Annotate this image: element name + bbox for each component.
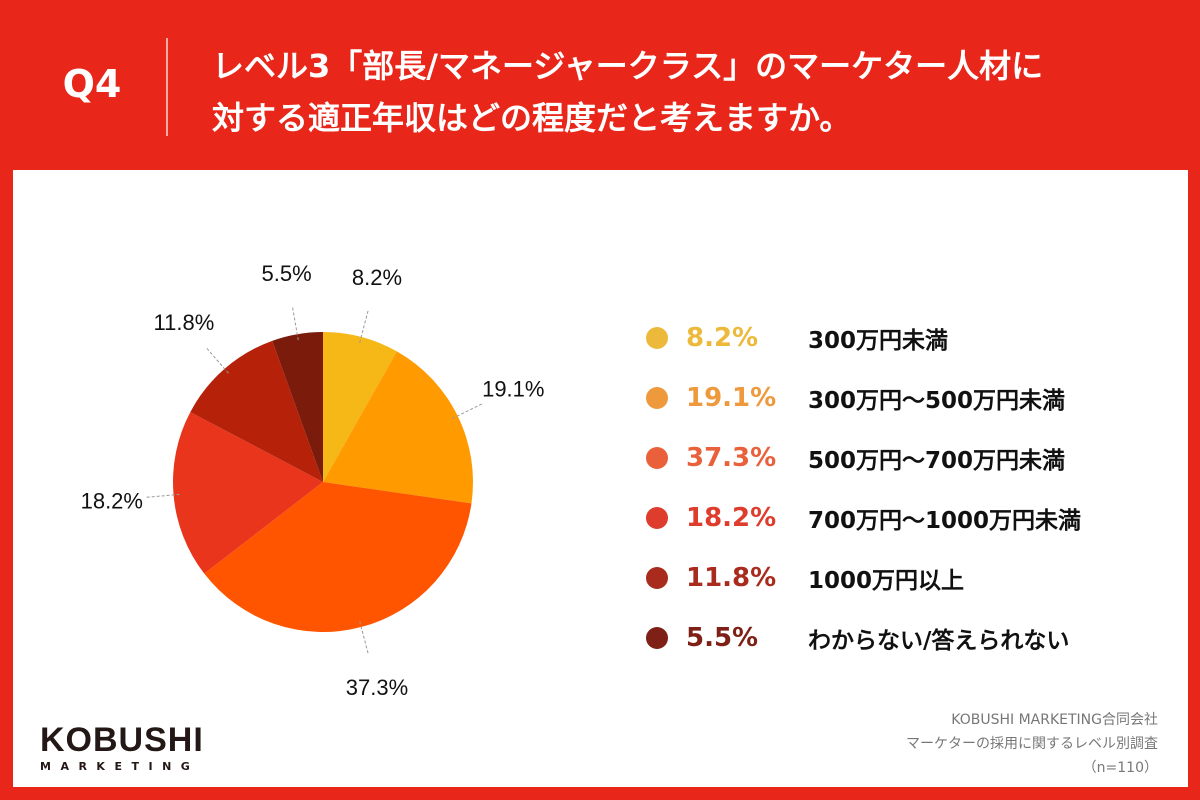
slice-label: 19.1% [482,377,544,402]
legend-item: 8.2% 300万円未満 [646,308,1081,368]
legend-swatch [646,447,668,469]
slice-label: 37.3% [346,675,408,700]
legend-label: 700万円〜1000万円未満 [808,508,1082,534]
legend-percent: 5.5% [686,623,759,653]
legend-item: 11.8% 1000万円以上 [646,548,1081,608]
legend-percent: 18.2% [686,503,777,533]
source-sample-size: （n=110） [1082,760,1158,776]
pie-slice [204,482,472,633]
source-company: KOBUSHI MARKETING合同会社 [951,712,1158,728]
logo: KOBUSHI MARKETING [40,722,204,773]
leader-line [205,347,229,374]
legend-item: 19.1% 300万円〜500万円未満 [646,368,1081,428]
logo-subtext: MARKETING [40,760,200,773]
legend-percent: 37.3% [686,443,777,473]
legend-percent: 11.8% [686,563,777,593]
slice-label: 5.5% [262,261,312,286]
pie-slice [190,340,323,482]
slice-label: 18.2% [81,488,143,513]
logo-text: KOBUSHI [40,721,204,759]
legend-label: 300万円未満 [808,328,949,354]
legend-percent: 19.1% [686,383,777,413]
legend-label: 300万円〜500万円未満 [808,388,1066,414]
legend-swatch [646,327,668,349]
legend-label: 1000万円以上 [808,568,965,594]
pie-slice [172,412,323,574]
page-title: レベル3「部長/マネージャークラス」のマーケター人材に 対する適正年収はどの程度… [212,47,1044,137]
legend-swatch [646,387,668,409]
pie-slice [323,332,397,482]
legend-label: わからない/答えられない [808,628,1070,654]
source-note: KOBUSHI MARKETING合同会社 マーケターの採用に関するレベル別調査… [906,708,1158,780]
legend-swatch [646,507,668,529]
legend: 8.2% 300万円未満 19.1% 300万円〜500万円未満 37.3% 500万円〜… [646,308,1081,668]
slice-label: 11.8% [154,310,215,335]
question-number: Q4 [62,62,122,106]
legend-item: 37.3% 500万円〜700万円未満 [646,428,1081,488]
legend-item: 18.2% 700万円〜1000万円未満 [646,488,1081,548]
leader-line [291,306,299,341]
legend-label: 500万円〜700万円未満 [808,448,1066,474]
legend-swatch [646,627,668,649]
legend-item: 5.5% わからない/答えられない [646,608,1081,668]
leader-line [452,403,483,419]
pie-slice [323,351,473,504]
source-survey: マーケターの採用に関するレベル別調査 [906,736,1158,752]
leader-line [359,621,369,655]
leader-line [359,309,369,343]
legend-percent: 8.2% [686,323,759,353]
leader-line [145,493,180,498]
slice-label: 8.2% [352,265,402,290]
pie-slice [272,332,323,482]
divider [166,38,168,136]
legend-swatch [646,567,668,589]
